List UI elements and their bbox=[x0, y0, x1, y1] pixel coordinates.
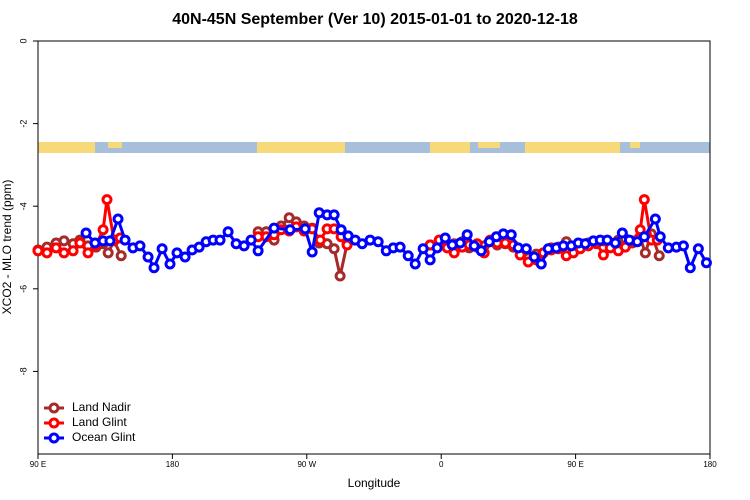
data-point bbox=[268, 222, 280, 234]
data-point bbox=[82, 247, 94, 259]
data-point bbox=[41, 247, 53, 259]
data-point bbox=[535, 258, 547, 270]
legend-marker bbox=[48, 402, 60, 414]
data-point bbox=[461, 229, 473, 241]
x-tick-label: 0 bbox=[439, 460, 444, 469]
data-point bbox=[67, 245, 79, 257]
data-point bbox=[134, 240, 146, 252]
data-point bbox=[179, 251, 191, 263]
data-point bbox=[50, 242, 62, 254]
data-point bbox=[119, 234, 131, 246]
data-point bbox=[284, 224, 296, 236]
data-point bbox=[528, 251, 540, 263]
data-point bbox=[653, 250, 665, 262]
y-tick-label: -2 bbox=[18, 120, 28, 128]
data-point bbox=[252, 245, 264, 257]
data-point bbox=[631, 236, 643, 248]
data-point bbox=[80, 227, 92, 239]
x-tick-label: 180 bbox=[703, 460, 717, 469]
legend-label: Ocean Glint bbox=[72, 430, 136, 444]
data-point bbox=[700, 257, 712, 269]
data-point bbox=[171, 247, 183, 259]
data-point bbox=[102, 247, 114, 259]
data-point bbox=[193, 241, 205, 253]
data-point bbox=[101, 194, 113, 206]
data-point bbox=[638, 231, 650, 243]
legend-label: Land Nadir bbox=[72, 400, 131, 414]
y-tick-label: -4 bbox=[18, 202, 28, 210]
data-point bbox=[328, 209, 340, 221]
data-point bbox=[104, 235, 116, 247]
data-point bbox=[454, 237, 466, 249]
data-point bbox=[468, 240, 480, 252]
data-point bbox=[341, 239, 353, 251]
data-point bbox=[597, 249, 609, 261]
data-point bbox=[372, 236, 384, 248]
data-point bbox=[616, 227, 628, 239]
data-point bbox=[306, 246, 318, 258]
data-point bbox=[245, 234, 257, 246]
data-point bbox=[677, 240, 689, 252]
data-point bbox=[156, 243, 168, 255]
data-point bbox=[417, 243, 429, 255]
data-point bbox=[97, 224, 109, 236]
data-point bbox=[142, 251, 154, 263]
data-point bbox=[639, 247, 651, 259]
data-point bbox=[409, 258, 421, 270]
y-tick-label: 0 bbox=[18, 38, 28, 43]
data-point bbox=[483, 236, 495, 248]
x-tick-label: 180 bbox=[166, 460, 180, 469]
data-point bbox=[148, 262, 160, 274]
data-point bbox=[692, 243, 704, 255]
data-point bbox=[115, 250, 127, 262]
data-point bbox=[58, 235, 70, 247]
x-tick-label: 90 W bbox=[297, 460, 316, 469]
data-point bbox=[328, 243, 340, 255]
x-tick-label: 90 E bbox=[567, 460, 583, 469]
data-point bbox=[638, 194, 650, 206]
x-tick-label: 90 E bbox=[30, 460, 46, 469]
legend-marker bbox=[48, 417, 60, 429]
data-point bbox=[299, 223, 311, 235]
data-point bbox=[431, 242, 443, 254]
data-point bbox=[58, 247, 70, 259]
data-point bbox=[505, 229, 517, 241]
data-point bbox=[402, 250, 414, 262]
data-point bbox=[394, 241, 406, 253]
data-point bbox=[238, 240, 250, 252]
data-point bbox=[112, 213, 124, 225]
data-point bbox=[222, 226, 234, 238]
land-ocean-strip bbox=[38, 142, 710, 153]
data-point bbox=[439, 232, 451, 244]
data-point bbox=[654, 231, 666, 243]
data-point bbox=[314, 234, 326, 246]
y-axis-label: XCO2 - MLO trend (ppm) bbox=[0, 180, 14, 315]
data-point bbox=[335, 224, 347, 236]
legend-marker bbox=[48, 432, 60, 444]
data-point bbox=[74, 237, 86, 249]
x-axis-label: Longitude bbox=[348, 476, 401, 490]
data-point bbox=[32, 245, 44, 257]
data-point bbox=[475, 245, 487, 257]
data-point bbox=[649, 213, 661, 225]
data-point bbox=[214, 234, 226, 246]
y-tick-label: -6 bbox=[18, 285, 28, 293]
data-point bbox=[684, 262, 696, 274]
y-tick-label: -8 bbox=[18, 367, 28, 375]
legend-label: Land Glint bbox=[72, 415, 127, 429]
data-point bbox=[520, 243, 532, 255]
chart-title: 40N-45N September (Ver 10) 2015-01-01 to… bbox=[172, 11, 578, 28]
data-point bbox=[334, 270, 346, 282]
data-point bbox=[164, 258, 176, 270]
data-point bbox=[424, 254, 436, 266]
data-point bbox=[609, 237, 621, 249]
